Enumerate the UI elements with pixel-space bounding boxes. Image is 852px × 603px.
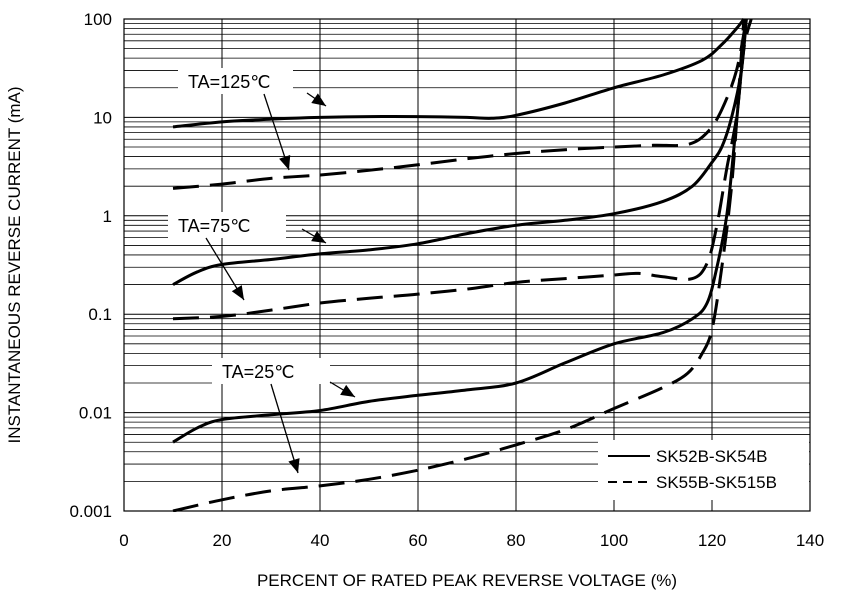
dashed-curve-5 (172, 18, 746, 512)
x-tick-label: 120 (698, 531, 726, 550)
y-tick-label: 10 (93, 108, 112, 127)
x-tick-label: 0 (119, 531, 128, 550)
legend-label-sk55b: SK55B-SK515B (656, 473, 777, 492)
x-axis-title: PERCENT OF RATED PEAK REVERSE VOLTAGE (%… (257, 571, 677, 590)
y-tick-label: 1 (103, 207, 112, 226)
x-tick-label: 20 (213, 531, 232, 550)
annotation-75: TA=75℃ (178, 216, 250, 236)
annotation-box-25 (212, 358, 330, 384)
annotation-arrows (205, 92, 356, 474)
arrow-125-solid-head (311, 93, 326, 106)
legend-label-sk52b: SK52B-SK54B (656, 447, 768, 466)
x-tick-label: 140 (796, 531, 824, 550)
annotation-125: TA=125℃ (188, 72, 270, 92)
plot-frame (123, 18, 811, 512)
x-tick-label: 100 (600, 531, 628, 550)
arrow-25-dashed-shaft (270, 383, 299, 474)
legend-box (598, 440, 809, 500)
y-tick-label: 0.1 (88, 305, 112, 324)
y-axis-title: INSTANTANEOUS REVERSE CURRENT (mA) (5, 86, 24, 443)
arrow-75-solid-head (311, 230, 326, 243)
x-tick-label: 40 (311, 531, 330, 550)
solid-curve-4 (172, 18, 748, 444)
x-tick-labels: 0 20 40 60 80 100 120 140 (119, 531, 824, 550)
dashed-curve-1 (172, 18, 748, 190)
solid-curve-2 (172, 18, 748, 286)
arrow-25-dashed-head (288, 458, 300, 473)
annotation-box-75 (168, 212, 286, 238)
y-tick-label: 100 (84, 10, 112, 29)
solid-curve-0 (172, 18, 746, 129)
y-tick-labels: 0.001 0.01 0.1 1 10 100 (69, 10, 112, 521)
annotation-box-125 (178, 68, 293, 94)
x-tick-label: 60 (409, 531, 428, 550)
curves (172, 18, 753, 512)
y-tick-label: 0.001 (69, 502, 112, 521)
x-tick-label: 80 (507, 531, 526, 550)
arrow-75-dashed-head (231, 285, 244, 300)
annotation-25: TA=25℃ (222, 362, 294, 382)
arrow-125-dashed-head (279, 155, 291, 170)
y-tick-label: 0.01 (79, 404, 112, 423)
dashed-curve-3 (172, 18, 753, 321)
arrow-25-solid-head (340, 384, 355, 397)
